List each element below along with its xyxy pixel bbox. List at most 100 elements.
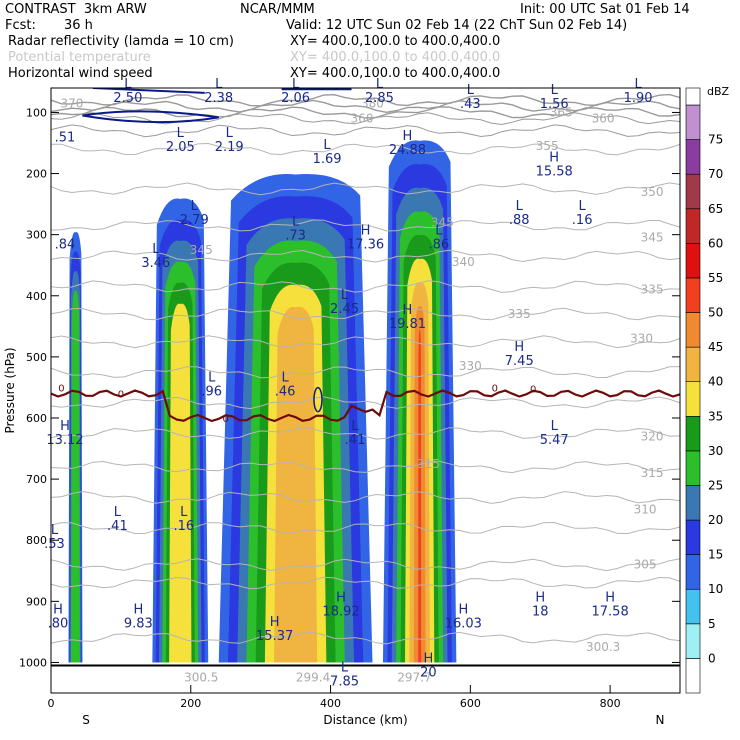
wind-extremum-marker: H [535,590,545,605]
wind-extremum-marker: L [551,419,559,434]
field-wind: Horizontal wind speed [8,66,153,81]
wind-extremum-value: .43 [460,97,481,112]
wind-extremum-value: 1.69 [313,152,342,167]
wind-extremum-marker: L [579,199,587,214]
fcst-value: 36 h [64,18,93,33]
colorbar-swatch [685,554,701,590]
zero-isotherm-label: 0 [118,390,124,401]
wind-extremum-value: 24.88 [389,143,426,158]
theta-label: 360 [351,112,374,126]
theta-label: 345 [641,231,664,245]
colorbar-swatch [685,139,701,175]
wind-extremum-value: .86 [429,238,450,253]
wind-extremum-value: 17.58 [592,604,629,619]
colorbar-swatch [685,588,701,625]
colorbar-swatch [685,623,701,659]
colorbar-label: 30 [708,444,723,458]
theta-contour [51,219,680,232]
zero-isotherm-label: 0 [223,414,229,425]
theta-label: 315 [417,457,440,471]
theta-label: 345 [190,243,213,257]
x-tick-label: 0 [48,697,55,710]
wind-extremum-value: 2.06 [281,91,310,106]
theta-label: 315 [641,466,664,480]
y-tick-label: 600 [26,412,47,425]
wind-extremum-marker: H [361,224,371,239]
colorbar-swatch [685,346,701,383]
theta-label: 350 [641,185,664,199]
wind-extremum-value: 2.45 [330,302,359,317]
theta-contour [51,460,680,474]
wind-extremum-value: .80 [48,617,69,632]
wind-extremum-value: 18.92 [322,604,359,619]
wind-extremum-value: .96 [201,384,222,399]
theta-label: 300.3 [586,640,620,654]
y-tick-label: 900 [26,595,47,608]
colorbar-label: 65 [708,202,723,216]
theta-contour [51,396,680,410]
wind-extremum-marker: L [114,505,122,520]
wind-extremum-value: .41 [345,433,366,448]
theta-contour [51,93,680,107]
theta-contour [51,249,680,263]
colorbar-swatch [685,277,701,313]
chart-title: CONTRAST 3km ARW [5,2,147,17]
colorbar-label: 70 [708,167,723,181]
wind-contour [82,110,219,124]
zero-isotherm-label: 0 [530,385,536,396]
colorbar-swatch [685,658,701,694]
wind-extremum-value: 18 [532,604,549,619]
wind-extremum-marker: L [152,242,160,257]
theta-contour [51,106,680,119]
wind-extremum-marker: L [516,199,524,214]
wind-extremum-value: .88 [509,213,530,228]
theta-label: 310 [634,503,657,517]
zero-isotherm [51,389,680,423]
colorbar-cap [685,87,701,106]
field-theta: Potential temperature [8,50,151,65]
wind-extremum-value: 2.79 [180,213,209,228]
colorbar-label: 45 [708,340,723,354]
wind-extremum-value: 2.50 [113,91,142,106]
wind-extremum-marker: L [292,77,300,92]
wind-extremum-value: .16 [173,519,194,534]
x-end-label-north: N [656,713,665,727]
y-tick-label: 200 [26,168,47,181]
theta-label: 340 [452,255,475,269]
theta-contour [51,307,680,321]
colorbar-swatch [685,104,701,140]
wind-extremum-value: 17.36 [347,238,384,253]
colorbar-swatch [685,243,701,279]
wind-extremum-marker: H [514,340,524,355]
wind-extremum-value: 2.38 [204,91,233,106]
theta-label: 360 [592,112,615,126]
wind-extremum-value: .53 [44,537,65,552]
wind-extremum-value: .46 [275,384,296,399]
theta-label: 365 [550,105,573,119]
theta-label: 370 [61,96,84,110]
wind-extremum-value: 3.46 [141,256,170,271]
wind-extremum-value: 7.85 [330,675,359,690]
wind-extremum-value: .51 [55,131,76,146]
x-tick-label: 600 [460,697,481,710]
wind-extremum-marker: L [467,83,475,98]
wind-extremum-marker: H [403,303,413,318]
theta-label: 320 [641,429,664,443]
colorbar-label: 50 [708,306,723,320]
wind-contour [313,386,323,413]
reflectivity-layer [169,303,192,663]
reflectivity-layer [274,306,318,663]
wind-extremum-marker: H [403,129,413,144]
wind-extremum-value: 1.90 [624,91,653,106]
theta-contour [51,427,680,440]
wind-extremum-marker: L [341,661,349,676]
colorbar-label: 40 [708,375,723,389]
wind-extremum-marker: L [341,288,349,303]
wind-extremum-marker: H [133,603,143,618]
wind-extremum-marker: H [424,651,434,666]
colorbar-label: 15 [708,548,723,562]
colorbar-unit: dBZ [707,85,730,98]
colorbar-label: 5 [708,617,716,631]
wind-extremum-value: 19.81 [389,317,426,332]
colorbar-swatch [685,208,701,244]
